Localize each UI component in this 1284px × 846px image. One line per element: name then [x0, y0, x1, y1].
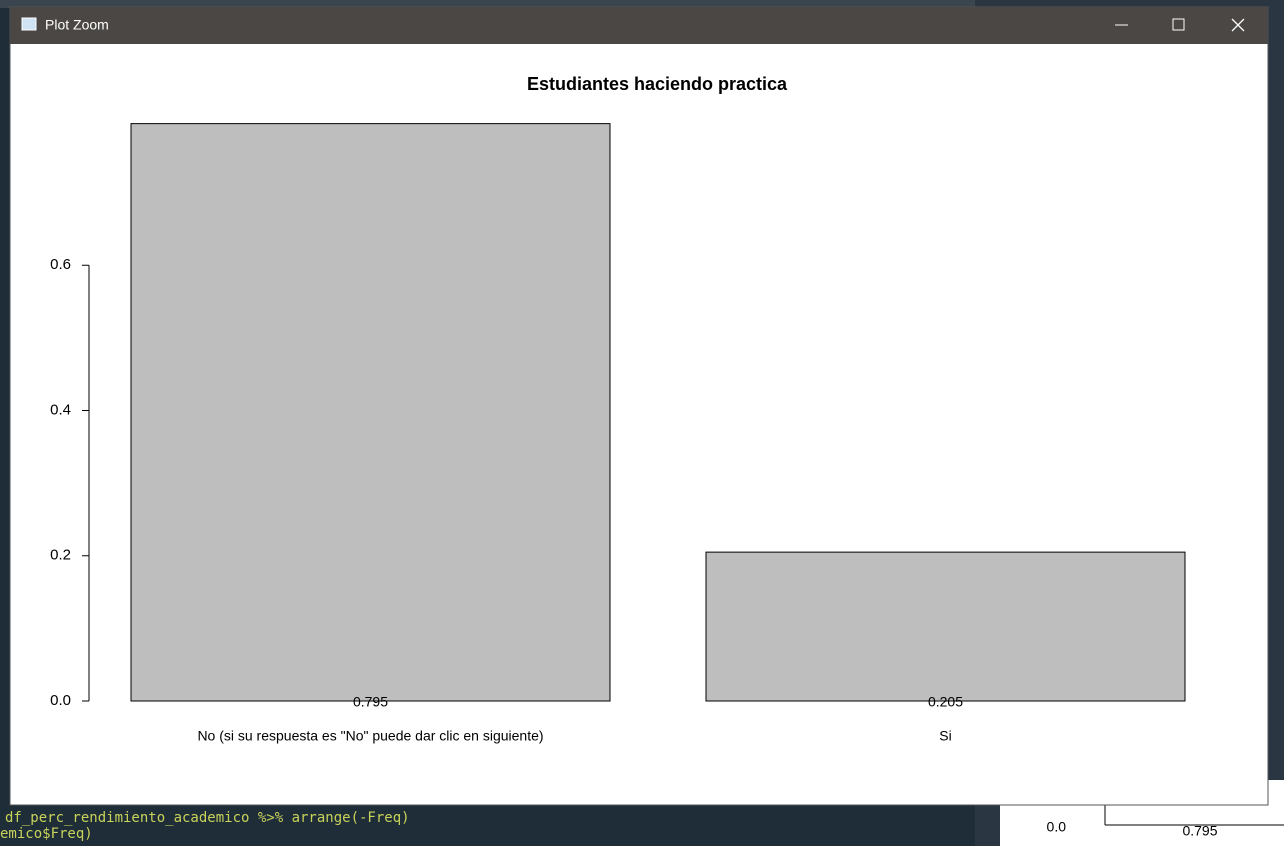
x-tick-label: Si: [939, 728, 951, 744]
y-tick-label: 0.2: [50, 547, 71, 564]
background-value-label: 0.795: [1182, 823, 1217, 839]
tab-strip: [0, 0, 1284, 8]
code-line: emico$Freq): [0, 826, 93, 842]
value-label: 0.795: [353, 694, 388, 710]
chart-title: Estudiantes haciendo practica: [527, 74, 788, 94]
window-icon: [21, 17, 37, 31]
x-tick-label: No (si su respuesta es "No" puede dar cl…: [197, 728, 543, 744]
bar: [130, 123, 611, 702]
title-bar: [10, 7, 1268, 44]
y-tick-label: 0.0: [50, 692, 71, 709]
bar: [705, 551, 1186, 702]
y-tick-label: 0.4: [50, 401, 71, 418]
code-line: df_perc_rendimiento_academico %>% arrang…: [5, 810, 410, 826]
y-tick-label: 0.6: [50, 256, 71, 273]
close-button[interactable]: [1231, 18, 1245, 32]
value-label: 0.205: [928, 694, 963, 710]
maximize-button[interactable]: [1172, 18, 1185, 31]
background-tick-label: 0.0: [1047, 819, 1067, 835]
window-title: Plot Zoom: [45, 17, 109, 33]
